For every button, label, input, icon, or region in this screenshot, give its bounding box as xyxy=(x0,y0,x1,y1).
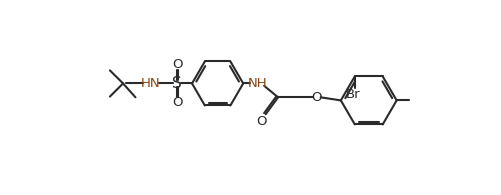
Text: S: S xyxy=(172,76,182,91)
Text: O: O xyxy=(312,91,322,104)
Text: Br: Br xyxy=(346,88,361,101)
Text: O: O xyxy=(172,58,182,71)
Text: HN: HN xyxy=(141,77,161,90)
Text: O: O xyxy=(257,115,267,128)
Text: NH: NH xyxy=(248,77,268,90)
Text: O: O xyxy=(172,96,182,109)
